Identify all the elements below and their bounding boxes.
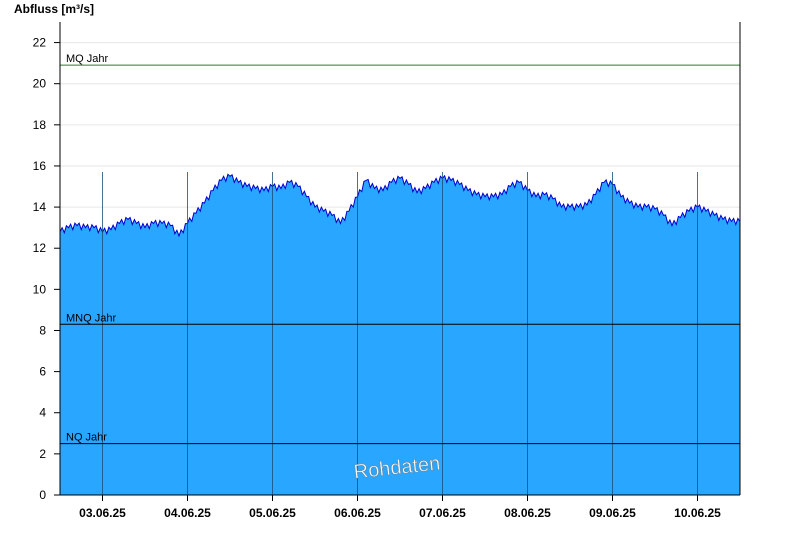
y-tick-label: 10	[33, 282, 47, 296]
reference-line-label: NQ Jahr	[66, 432, 107, 444]
y-tick-label: 2	[39, 447, 46, 461]
y-tick-label: 16	[33, 159, 47, 173]
x-tick-label: 08.06.25	[504, 506, 551, 520]
y-tick-label: 18	[33, 118, 47, 132]
reference-line-label: MQ Jahr	[66, 53, 109, 65]
discharge-line	[59, 173, 741, 238]
y-tick-label: 8	[39, 323, 46, 337]
y-axis-label: Abfluss [m³/s]	[14, 2, 94, 16]
x-tick-label: 09.06.25	[589, 506, 636, 520]
y-tick-label: 12	[33, 241, 47, 255]
y-tick-label: 0	[39, 488, 46, 502]
axes	[59, 22, 741, 496]
x-tick-label: 03.06.25	[79, 506, 126, 520]
x-tick-label: 04.06.25	[164, 506, 211, 520]
reference-line-label: MNQ Jahr	[66, 312, 116, 324]
reference-lines: MQ Jahr MNQ Jahr NQ Jahr	[60, 53, 740, 445]
x-tick-label: 06.06.25	[334, 506, 381, 520]
y-tick-label: 4	[39, 406, 46, 420]
y-tick-label: 22	[33, 36, 47, 50]
discharge-area	[60, 174, 740, 496]
day-separator-lines	[102, 172, 698, 495]
x-tick-label: 07.06.25	[419, 506, 466, 520]
discharge-area-layer	[59, 173, 741, 496]
x-tick-label: 10.06.25	[674, 506, 721, 520]
y-tick-label: 20	[33, 77, 47, 91]
y-axis-ticks: 0 2 4 6 8 10 12 14 16 18 20 22	[33, 36, 60, 502]
y-tick-label: 6	[39, 365, 46, 379]
y-tick-label: 14	[33, 200, 47, 214]
x-axis-ticks: 03.06.25 04.06.25 05.06.25 06.06.25 07.06.25…	[79, 495, 721, 520]
x-tick-label: 05.06.25	[249, 506, 296, 520]
